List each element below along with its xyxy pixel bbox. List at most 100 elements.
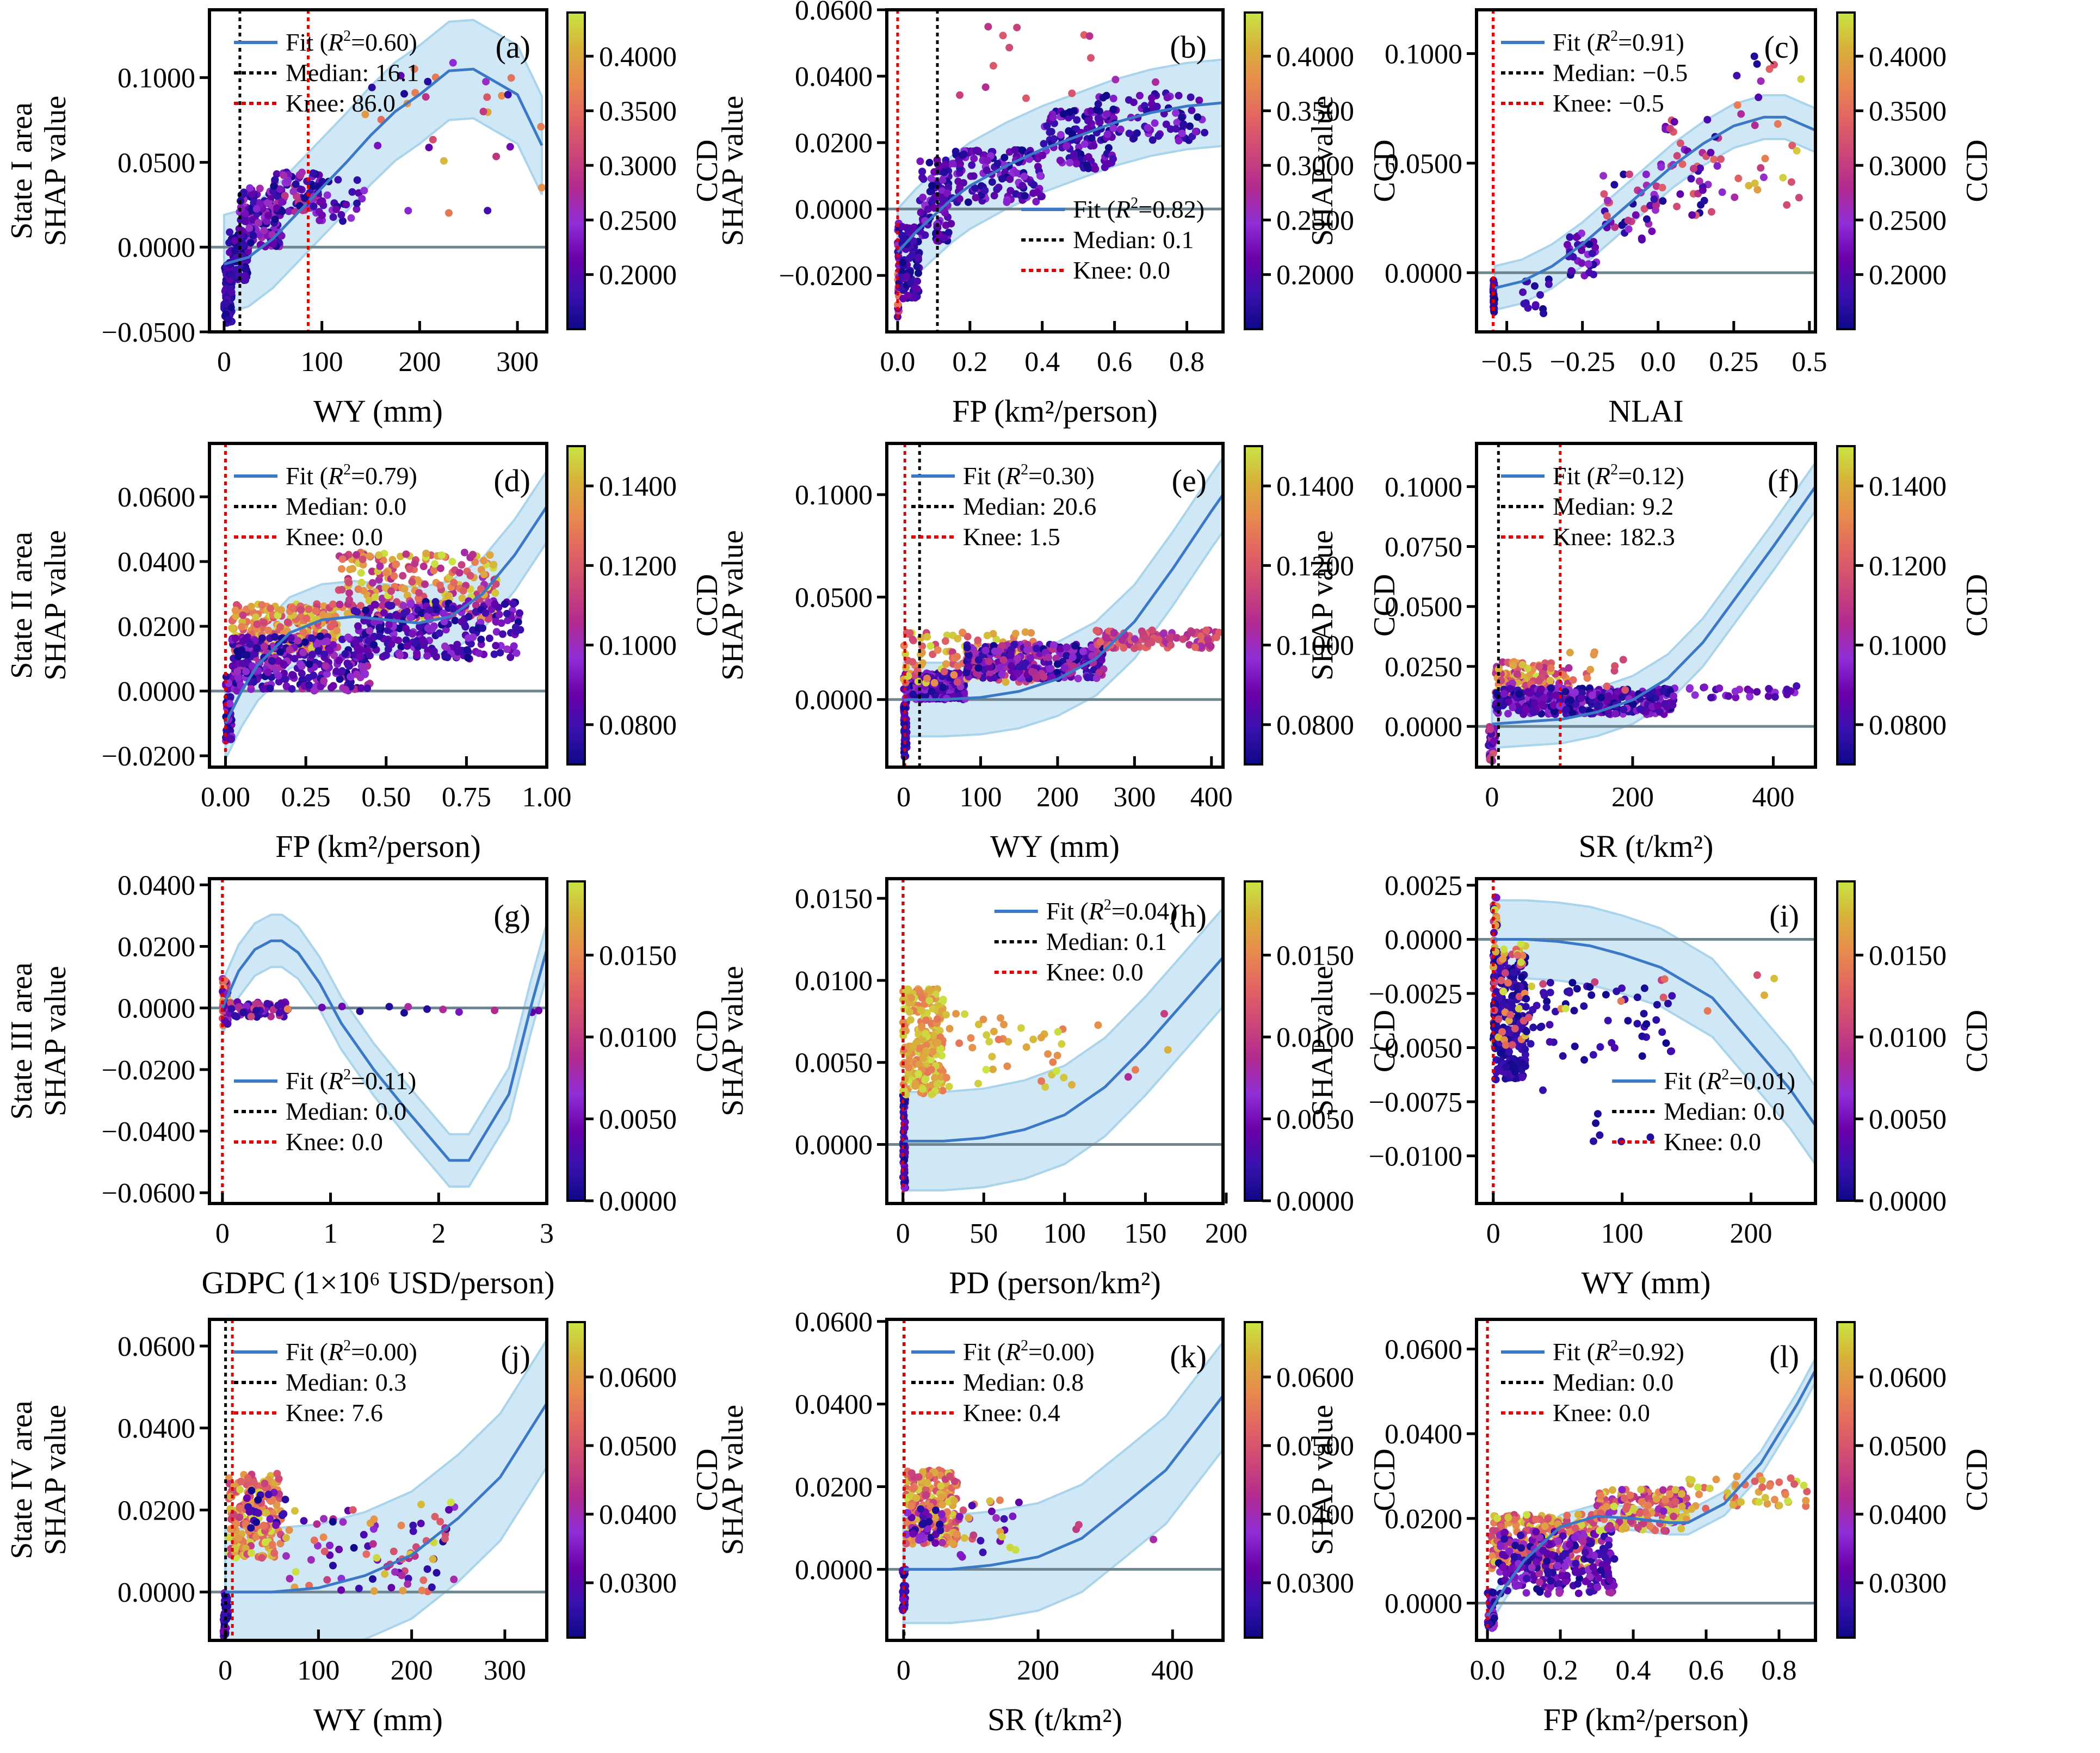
scatter-point [1632,211,1640,219]
scatter-point [1590,651,1598,658]
scatter-point [1521,1046,1529,1053]
scatter-point [1151,119,1159,127]
scatter-point [1039,152,1046,159]
colorbar-gradient [1245,881,1262,1201]
scatter-point [915,1070,922,1078]
scatter-point [1110,106,1117,113]
scatter-point [1535,677,1543,685]
scatter-point [226,693,234,701]
scatter-point [1037,1077,1045,1085]
scatter-point [1101,164,1109,171]
scatter-point [1686,684,1694,692]
scatter-point [253,644,261,652]
scatter-point [1002,678,1010,686]
scatter-point [260,227,268,234]
scatter-point [429,136,437,144]
scatter-point [1103,110,1111,118]
scatter-point [274,1002,282,1009]
scatter-point [440,609,447,617]
scatter-point [1643,215,1651,223]
scatter-point [1144,124,1152,132]
scatter-point [501,600,509,608]
scatter-point [1045,653,1052,661]
scatter-point [1141,634,1149,641]
scatter-point [1573,233,1580,241]
scatter-point [1066,159,1073,166]
scatter-point [475,650,483,657]
x-axis-label: SR (t/km²) [1579,829,1714,864]
scatter-point [991,647,999,655]
scatter-point [1509,662,1517,669]
scatter-point [432,598,440,606]
scatter-point [1751,180,1759,187]
scatter-point [1599,172,1607,180]
scatter-point [483,94,491,101]
x-tick-label: 400 [1752,782,1794,813]
scatter-point [347,673,354,681]
scatter-point [919,194,927,201]
scatter-point [1540,310,1547,317]
scatter-point [421,581,429,588]
scatter-point [338,1003,346,1010]
legend-knee-label: Knee: −0.5 [1553,89,1664,117]
y-tick-label: −0.0600 [102,1178,195,1209]
scatter-point [438,552,446,559]
scatter-point [498,619,505,627]
scatter-point [1611,662,1619,670]
colorbar-tick-label: 0.0050 [599,1104,677,1135]
scatter-point [975,656,983,664]
scatter-point [248,603,255,610]
y-tick-label: 0.0500 [1385,592,1462,623]
legend-knee-label: Knee: 0.0 [286,523,383,551]
scatter-point [1625,217,1632,224]
scatter-point [362,607,369,614]
scatter-point [503,610,511,618]
x-tick-label: 200 [398,347,441,378]
scatter-point [311,687,318,695]
scatter-point [1153,103,1161,110]
legend-median-label: Median: 9.2 [1553,492,1673,520]
scatter-point [928,182,936,189]
scatter-point [991,192,998,200]
y-tick-label: −0.0500 [102,317,195,348]
scatter-point [1509,703,1516,711]
scatter-point [1049,1058,1057,1066]
scatter-point [1132,1066,1139,1073]
y-tick-label: −0.0400 [102,1116,195,1147]
panel-label: (c) [1764,29,1799,65]
x-tick-label: 0.4 [1024,347,1060,378]
colorbar-gradient [1245,13,1262,329]
scatter-point [1003,1063,1011,1070]
scatter-point [345,579,353,587]
legend-median-label: Median: 0.1 [1073,226,1194,254]
scatter-point [423,1005,431,1013]
scatter-point [270,182,277,190]
scatter-point [264,627,272,634]
scatter-point [1699,187,1707,194]
scatter-point [1088,134,1096,142]
y-tick-label: 0.0600 [118,482,195,513]
scatter-point [967,1034,975,1042]
scatter-point [1204,636,1212,644]
scatter-point [1057,157,1064,164]
legend-knee-label: Knee: 0.0 [286,1128,383,1156]
scatter-point [1502,1064,1510,1071]
scatter-point [1100,94,1107,102]
scatter-point [491,589,499,597]
scatter-point [1793,682,1800,690]
scatter-point [1701,197,1708,205]
scatter-point [1131,635,1139,643]
scatter-point [1130,98,1138,106]
scatter-points [219,975,542,1029]
scatter-point [477,635,485,643]
scatter-point [1578,260,1585,267]
scatter-point [1000,154,1008,162]
scatter-point [503,645,511,653]
row-label: State II area [5,532,39,679]
scatter-point [919,1054,927,1062]
scatter-point [292,181,300,188]
scatter-point [1552,692,1560,699]
